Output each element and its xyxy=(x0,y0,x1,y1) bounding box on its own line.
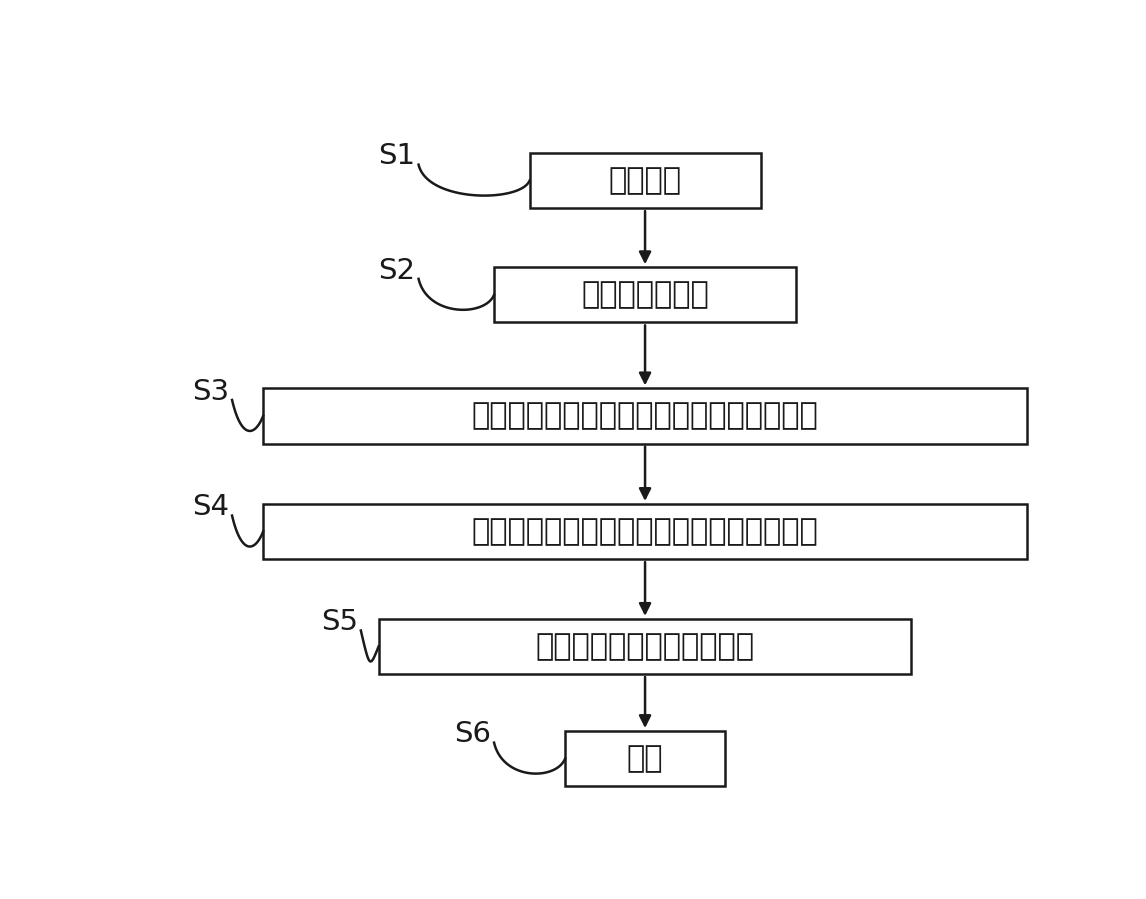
Text: S5: S5 xyxy=(321,609,358,636)
Text: S4: S4 xyxy=(193,494,229,521)
Bar xyxy=(378,619,911,674)
Text: S3: S3 xyxy=(193,378,229,405)
Bar xyxy=(565,731,725,787)
Bar xyxy=(264,388,1027,443)
Bar xyxy=(264,503,1027,559)
Text: S6: S6 xyxy=(454,720,492,748)
Text: 将烘干后的芯子经高分子悬浊液含浸后烘干: 将烘干后的芯子经高分子悬浊液含浸后烘干 xyxy=(472,517,818,546)
Text: 化成与碳化处理: 化成与碳化处理 xyxy=(581,280,709,309)
Bar xyxy=(529,153,761,209)
Text: 密封: 密封 xyxy=(627,744,664,773)
Bar xyxy=(494,267,796,323)
Text: S1: S1 xyxy=(378,142,416,170)
Text: 将烘干后的芯子含浸电解液: 将烘干后的芯子含浸电解液 xyxy=(535,632,754,661)
Text: 制备芯子: 制备芯子 xyxy=(609,166,682,195)
Text: 将经过化成与碳化后的芯子进行清洗并烘干: 将经过化成与碳化后的芯子进行清洗并烘干 xyxy=(472,402,818,431)
Text: S2: S2 xyxy=(378,256,416,285)
